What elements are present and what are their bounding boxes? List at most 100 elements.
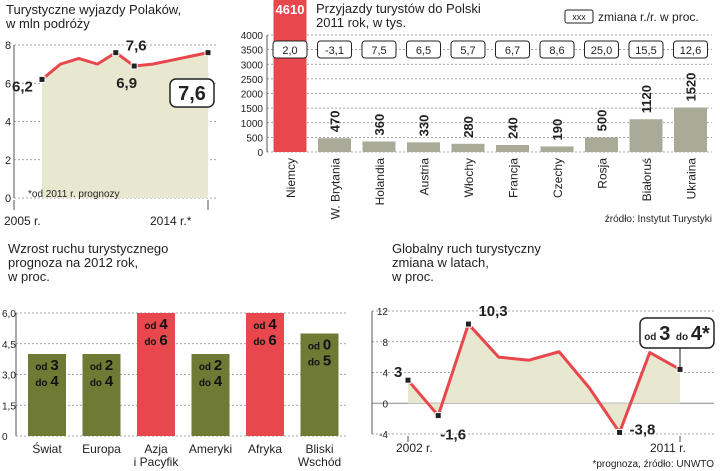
growth-ytick-label: 0 bbox=[2, 432, 8, 443]
growth-bar bbox=[28, 354, 66, 436]
trips-value-label: 7,6 bbox=[126, 38, 147, 55]
arrivals-value-label: 1120 bbox=[639, 85, 654, 113]
growth-range-od: od bbox=[253, 321, 268, 332]
growth-range-do: do bbox=[144, 337, 159, 348]
arrivals-value-label: 240 bbox=[506, 117, 521, 139]
arrivals-title-line: Przyjazdy turystów do Polski bbox=[316, 1, 481, 16]
growth-range-low: 4 bbox=[268, 316, 277, 333]
global-ytick-label: 4 bbox=[382, 369, 388, 380]
arrivals-change-label: 2,0 bbox=[282, 45, 297, 57]
trips-ytick-label: 6 bbox=[5, 78, 11, 90]
growth-range-high: 6 bbox=[159, 332, 167, 349]
growth-range-do: do bbox=[253, 337, 268, 348]
trips-point-marker bbox=[130, 62, 138, 70]
global-title-line: Globalny ruch turystyczny bbox=[392, 241, 541, 256]
arrivals-bar bbox=[674, 107, 707, 152]
growth-range-to: do 5 bbox=[308, 353, 331, 370]
growth-category-label: Wschód bbox=[298, 455, 341, 469]
arrivals-change-box bbox=[495, 40, 530, 59]
growth-range-od: od bbox=[35, 362, 50, 373]
arrivals-change-label: 8,6 bbox=[549, 45, 564, 57]
arrivals-change-box bbox=[272, 40, 308, 59]
arrivals-value-label: 4610 bbox=[276, 2, 305, 17]
growth-ytick-label: 3,0 bbox=[2, 371, 16, 382]
arrivals-bar bbox=[362, 141, 396, 152]
arrivals-ytick-label: 4000 bbox=[241, 31, 264, 42]
growth-title-line: prognoza na 2012 rok, bbox=[8, 255, 138, 270]
growth-range-from: od 3 bbox=[35, 357, 58, 374]
growth-range-high: 6 bbox=[268, 332, 276, 349]
growth-range-high: 5 bbox=[323, 353, 331, 370]
arrivals-ytick-label: 3000 bbox=[241, 60, 264, 71]
arrivals-change-label: 15,5 bbox=[635, 45, 656, 57]
arrivals-category-label: Białoruś bbox=[640, 158, 654, 201]
global-area bbox=[408, 324, 680, 433]
arrivals-change-label: 12,6 bbox=[680, 45, 701, 57]
growth-range-do: do bbox=[90, 378, 105, 389]
growth-bar bbox=[191, 354, 230, 436]
arrivals-ytick-label: 3500 bbox=[241, 46, 264, 57]
arrivals-bar bbox=[496, 144, 529, 152]
growth-ytick-label: 4,5 bbox=[2, 340, 16, 351]
arrivals-legend-key: xxx bbox=[572, 12, 586, 22]
arrivals-ytick-label: 2000 bbox=[241, 90, 264, 101]
chart-trips: Turystyczne wyjazdy Polaków,w mln podróż… bbox=[4, 2, 218, 228]
growth-range-from: od 4 bbox=[144, 316, 168, 333]
global-x-end: 2011 r. bbox=[650, 441, 686, 455]
global-value-label: 10,3 bbox=[478, 303, 507, 320]
trips-title-line: Turystyczne wyjazdy Polaków, bbox=[6, 2, 181, 17]
arrivals-bar bbox=[540, 146, 574, 152]
growth-title-line: Wzrost ruchu turystycznego bbox=[8, 241, 168, 256]
arrivals-category-label: Czechy bbox=[551, 158, 565, 198]
growth-range-high: 4 bbox=[50, 373, 59, 390]
arrivals-category-label: Austria bbox=[418, 158, 432, 196]
trips-footnote: *od 2011 r. prognozy bbox=[28, 189, 120, 200]
arrivals-change-label: 6,5 bbox=[416, 45, 431, 57]
arrivals-value-label: 360 bbox=[372, 114, 387, 136]
growth-range-do: do bbox=[35, 378, 50, 389]
growth-range-from: od 2 bbox=[199, 357, 222, 374]
global-forecast-text: od 3 do 4* bbox=[644, 323, 710, 345]
arrivals-title-line: 2011 rok, w tys. bbox=[316, 15, 406, 30]
arrivals-change-label: -3,1 bbox=[325, 45, 344, 57]
arrivals-change-box bbox=[361, 40, 397, 59]
arrivals-bar bbox=[629, 119, 663, 152]
growth-range-low: 2 bbox=[214, 357, 222, 374]
trips-title-line: w mln podróży bbox=[5, 16, 90, 31]
trips-value-label: 6,2 bbox=[12, 78, 33, 95]
growth-category-label: i Pacyfik bbox=[134, 455, 180, 469]
growth-bar bbox=[82, 354, 121, 436]
global-line bbox=[406, 322, 681, 434]
arrivals-ytick-label: 0 bbox=[257, 148, 263, 159]
arrivals-value-label: 500 bbox=[595, 110, 610, 132]
global-value-label: -3,8 bbox=[630, 421, 656, 438]
arrivals-bar bbox=[451, 143, 485, 152]
growth-category-label: Świat bbox=[32, 441, 62, 456]
global-point-marker bbox=[434, 412, 442, 420]
arrivals-bar bbox=[318, 138, 351, 152]
growth-ytick-label: 6,0 bbox=[2, 309, 16, 320]
arrivals-ytick-label: 1000 bbox=[241, 119, 264, 130]
growth-range-to: do 4 bbox=[90, 373, 114, 390]
global-forecast-do: do bbox=[676, 332, 691, 343]
trips-ytick-label: 0 bbox=[5, 193, 11, 205]
growth-range-do: do bbox=[199, 378, 214, 389]
global-title-line: zmiana w latach, bbox=[392, 255, 489, 270]
trips-x-end: 2014 r.* bbox=[150, 214, 192, 228]
global-x-start: 2002 r. bbox=[396, 441, 433, 455]
growth-range-od: od bbox=[199, 362, 214, 373]
global-forecast-low: 3 bbox=[659, 323, 676, 345]
arrivals-category-label: Rosja bbox=[596, 158, 610, 189]
arrivals-value-label: 280 bbox=[461, 116, 476, 138]
global-value-label: 3 bbox=[394, 364, 402, 381]
trips-area bbox=[42, 52, 208, 199]
growth-range-to: do 6 bbox=[144, 332, 167, 349]
growth-range-low: 4 bbox=[159, 316, 168, 333]
arrivals-value-label: 470 bbox=[328, 111, 343, 133]
arrivals-value-label: 1520 bbox=[684, 73, 699, 102]
arrivals-legend-key-box bbox=[564, 9, 594, 24]
